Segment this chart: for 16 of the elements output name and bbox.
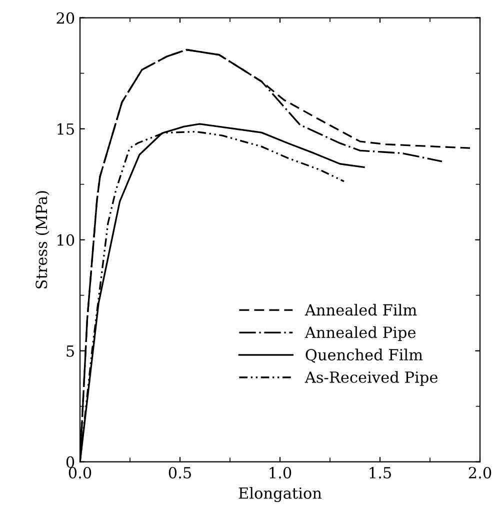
x-tick-label: 0.5 [168, 466, 191, 478]
y-axis-title: Stress (MPa) [35, 191, 50, 288]
x-tick-label: 2.0 [468, 466, 492, 478]
x-tick-label: 1.0 [270, 466, 292, 478]
y-tick-label: 5 [66, 345, 74, 357]
x-tick-label: 0.0 [68, 466, 92, 478]
y-tick-label: 15 [58, 123, 74, 135]
legend-label: As-Received Pipe [304, 371, 438, 386]
legend-label: Quenched Film [306, 348, 423, 363]
y-tick-label: 0 [66, 456, 74, 468]
y-tick-label: 10 [58, 234, 74, 246]
y-tick-label: 20 [56, 12, 74, 24]
legend-label: Annealed Pipe [304, 326, 416, 342]
x-axis-title: Elongation [238, 487, 322, 502]
x-tick-label: 1.5 [370, 466, 391, 478]
legend-label: Annealed Film [304, 304, 417, 316]
